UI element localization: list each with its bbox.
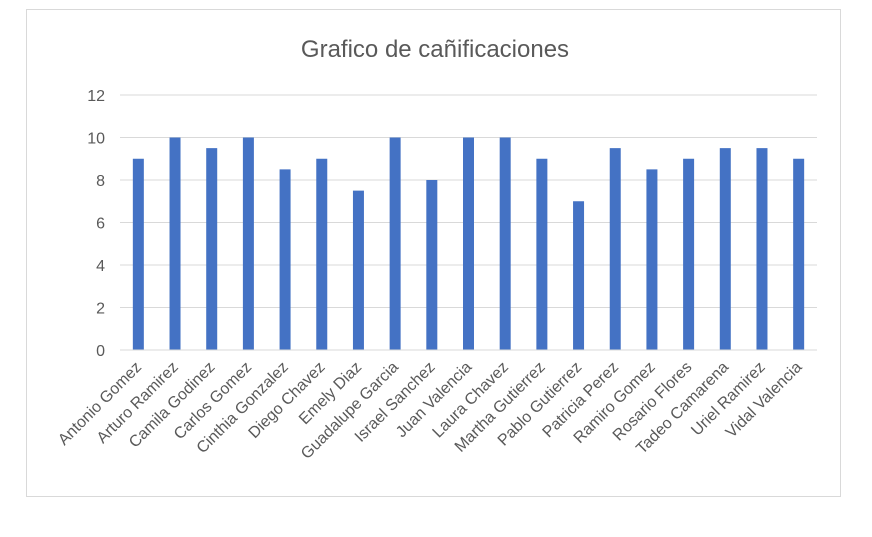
y-tick-label: 10 (87, 131, 105, 148)
y-tick-label: 12 (87, 88, 105, 105)
bar (242, 137, 254, 350)
bar (279, 169, 291, 350)
bar (463, 137, 474, 350)
y-tick-label: 8 (96, 173, 105, 190)
bar (683, 158, 695, 350)
y-tick-label: 0 (96, 343, 105, 360)
bar (426, 180, 438, 350)
bar (316, 158, 328, 350)
y-tick-label: 2 (96, 301, 105, 318)
y-tick-label: 6 (96, 216, 105, 233)
bar (389, 137, 401, 350)
bar (573, 201, 585, 350)
bar (206, 148, 218, 350)
bar (793, 158, 805, 350)
bar (352, 190, 364, 350)
bar (499, 137, 511, 350)
bar (719, 148, 731, 350)
bar (609, 148, 621, 350)
bar (756, 148, 768, 350)
bars (132, 137, 805, 350)
bar (646, 169, 658, 350)
bar (169, 137, 181, 350)
y-tick-label: 4 (96, 258, 105, 275)
bar (536, 158, 548, 350)
bar (132, 158, 144, 350)
y-axis-ticks: 0 2 4 6 8 10 12 (87, 88, 105, 360)
chart-title: Grafico de cañificaciones (301, 36, 569, 63)
